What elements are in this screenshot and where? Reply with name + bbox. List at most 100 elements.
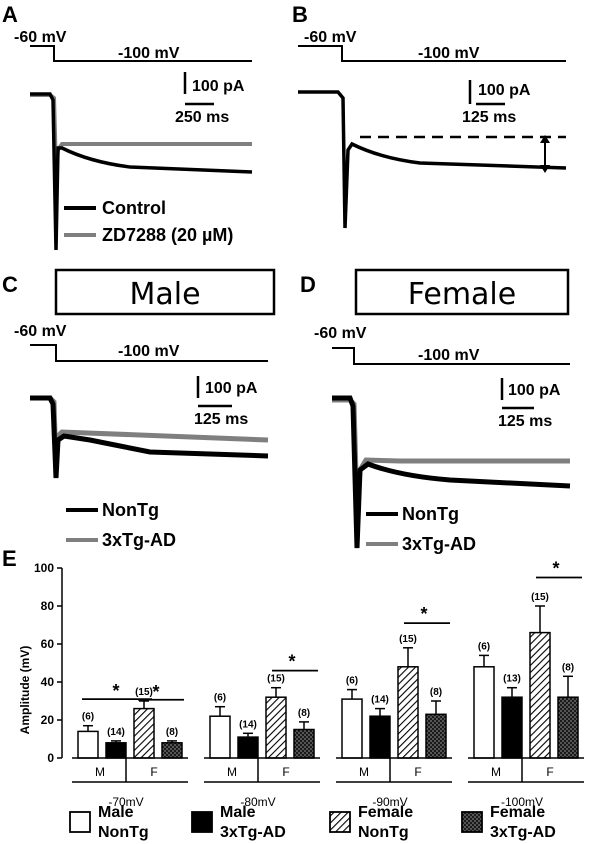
- n-label: (6): [214, 693, 226, 704]
- title-box-female: [354, 268, 570, 316]
- y-axis-label: Amplitude (mV): [18, 646, 32, 735]
- panel-letter-b: B: [292, 2, 308, 27]
- legend-swatch: [461, 811, 483, 833]
- legend-label-zd7288: ZD7288 (20 µM): [102, 225, 233, 245]
- bar: [209, 715, 231, 759]
- n-label: (14): [371, 695, 389, 706]
- bar-chart: 0 20 40 60 80 100 (6) (14) (15) (8) * * M F -70mV (6) (1…: [34, 559, 584, 841]
- voltage-protocol: [30, 45, 252, 62]
- step-voltage-label: -100 mV: [118, 45, 180, 62]
- legend-swatch: [191, 811, 213, 833]
- scale-current-label: 100 pA: [205, 380, 258, 397]
- voltage-group-label: -100mV: [501, 795, 543, 809]
- title-box-male: [54, 268, 276, 316]
- legend-label-line2: NonTg: [98, 824, 149, 841]
- n-label: (6): [346, 676, 358, 687]
- panel-letter-c: C: [2, 272, 18, 297]
- n-label: (13): [503, 674, 521, 685]
- scale-current-label: 100 pA: [192, 78, 245, 95]
- y-tick-label: 40: [41, 675, 55, 689]
- n-label: (15): [399, 634, 417, 645]
- bar: [369, 715, 391, 759]
- voltage-protocol: [298, 45, 566, 62]
- bar: [473, 666, 495, 759]
- n-label: (14): [239, 719, 257, 730]
- legend-label-3xtg: 3xTg-AD: [402, 534, 476, 554]
- legend-label-line1: Female: [358, 804, 413, 821]
- trace-nontg: [30, 395, 269, 479]
- amplitude-arrow-head-down: [540, 165, 550, 173]
- holding-voltage-label: -60 mV: [14, 29, 67, 46]
- panel-letter-a: A: [2, 2, 18, 27]
- n-label: (6): [82, 712, 94, 723]
- voltage-protocol: [30, 344, 268, 362]
- holding-voltage-label: -60 mV: [304, 29, 357, 46]
- legend-label-line2: 3xTg-AD: [490, 824, 556, 841]
- holding-voltage-label: -60 mV: [14, 323, 67, 340]
- legend-label-3xtg: 3xTg-AD: [102, 530, 176, 550]
- legend-label-line2: NonTg: [358, 824, 409, 841]
- step-voltage-label: -100 mV: [418, 347, 480, 364]
- voltage-protocol: [332, 347, 570, 365]
- sex-label-female: F: [546, 765, 553, 779]
- n-label: (15): [135, 687, 153, 698]
- legend-label-line2: 3xTg-AD: [220, 824, 286, 841]
- panel-e: E Amplitude (mV) 0 20 40 60 80 100 (6) (14) (15)…: [2, 546, 584, 841]
- sex-label-male: M: [359, 765, 369, 779]
- legend-swatch: [329, 811, 351, 833]
- legend-swatch: [69, 811, 91, 833]
- trace-control: [298, 90, 567, 229]
- significance-star: *: [420, 604, 427, 624]
- scale-current-label: 100 pA: [508, 382, 561, 399]
- bar: [341, 698, 363, 759]
- n-label: (8): [562, 662, 574, 673]
- panel-b: B -60 mV -100 mV 100 pA 125 ms: [292, 2, 567, 229]
- significance-star: *: [288, 652, 295, 672]
- panel-a: A -60 mV -100 mV 100 pA 250 ms Control Z…: [2, 2, 253, 251]
- sex-label-male: M: [227, 765, 237, 779]
- legend-label-line1: Male: [220, 804, 256, 821]
- legend-label-nontg: NonTg: [102, 500, 159, 520]
- sex-label-female: F: [282, 765, 289, 779]
- legend-label-line1: Male: [98, 804, 134, 821]
- trace-nontg: [332, 395, 571, 549]
- bar: [133, 707, 155, 759]
- trace-zd7288: [30, 93, 252, 171]
- step-voltage-label: -100 mV: [418, 45, 480, 62]
- y-tick-label: 80: [41, 599, 55, 613]
- bar: [425, 713, 447, 759]
- panel-letter-d: D: [300, 272, 316, 297]
- legend-label-nontg: NonTg: [402, 504, 459, 524]
- bar: [557, 696, 579, 759]
- sex-label-female: F: [150, 765, 157, 779]
- trace-control: [30, 92, 253, 251]
- scale-time-label: 125 ms: [498, 413, 552, 430]
- bar: [501, 696, 523, 759]
- scale-time-label: 125 ms: [462, 109, 516, 126]
- legend-label-line1: Female: [490, 804, 545, 821]
- y-tick-label: 0: [47, 751, 54, 765]
- n-label: (6): [478, 641, 490, 652]
- bar: [237, 736, 259, 759]
- amplitude-arrow-head-up: [540, 135, 550, 143]
- scale-time-label: 250 ms: [175, 109, 229, 126]
- bar: [105, 742, 127, 759]
- title-female: Female: [408, 277, 516, 312]
- panel-letter-e: E: [2, 546, 17, 571]
- bar: [161, 742, 183, 759]
- n-label: (8): [430, 687, 442, 698]
- n-label: (15): [267, 674, 285, 685]
- bar: [529, 631, 551, 759]
- sex-label-female: F: [414, 765, 421, 779]
- bar: [265, 696, 287, 759]
- bar: [77, 730, 99, 759]
- n-label: (14): [107, 727, 125, 738]
- y-tick-label: 60: [41, 637, 55, 651]
- n-label: (8): [166, 727, 178, 738]
- voltage-group-label: -80mV: [240, 795, 275, 809]
- panel-d: D Female -60 mV -100 mV 100 pA 125 ms No…: [300, 268, 571, 554]
- scale-time-label: 125 ms: [194, 411, 248, 428]
- sex-label-male: M: [491, 765, 501, 779]
- sex-label-male: M: [95, 765, 105, 779]
